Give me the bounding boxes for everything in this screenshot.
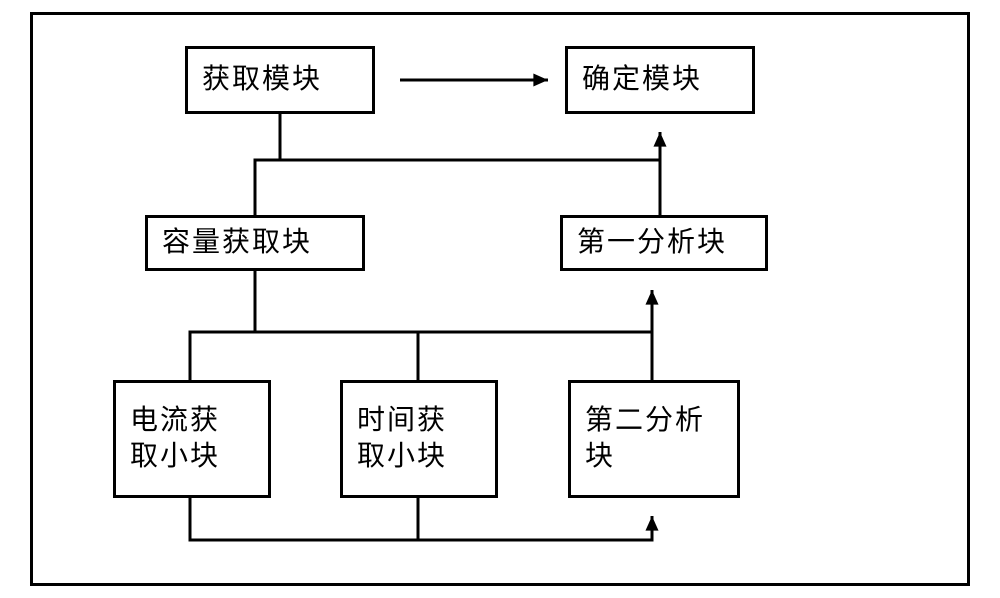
node-analysis2: 第二分析块 [568, 380, 740, 498]
node-label: 第二分析块 [585, 403, 705, 476]
node-label: 获取模块 [202, 62, 322, 98]
node-label: 容量获取块 [162, 225, 312, 261]
node-analysis1: 第一分析块 [560, 215, 768, 271]
outer-frame [30, 12, 970, 586]
node-time: 时间获取小块 [340, 380, 498, 498]
node-label: 电流获取小块 [130, 403, 220, 476]
node-current: 电流获取小块 [113, 380, 271, 498]
node-label: 第一分析块 [577, 225, 727, 261]
diagram-stage: 获取模块 确定模块 容量获取块 第一分析块 电流获取小块 时间获取小块 第二分析… [0, 0, 1000, 598]
node-label: 确定模块 [582, 62, 702, 98]
node-determine: 确定模块 [565, 46, 755, 114]
node-acquire: 获取模块 [185, 46, 375, 114]
node-label: 时间获取小块 [357, 403, 447, 476]
node-capacity: 容量获取块 [145, 215, 365, 271]
